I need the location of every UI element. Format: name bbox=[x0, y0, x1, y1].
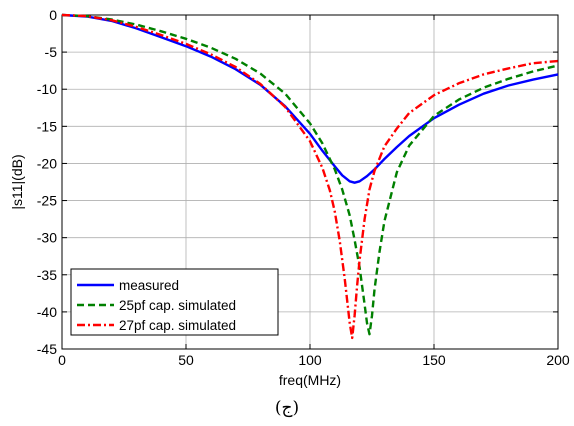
y-tick-label: -25 bbox=[37, 193, 57, 209]
y-tick-label: -5 bbox=[45, 44, 58, 60]
y-tick-label: -20 bbox=[37, 155, 57, 171]
x-tick-label: 150 bbox=[422, 352, 446, 368]
x-tick-label: 200 bbox=[546, 352, 570, 368]
y-axis-label: |s11|(dB) bbox=[9, 154, 25, 209]
legend: measured 25pf cap. simulated 27pf cap. sim… bbox=[70, 268, 279, 336]
series-line-measured bbox=[61, 13, 559, 184]
series-line-27pf-cap-simulated bbox=[61, 13, 559, 340]
legend-label: 27pf cap. simulated bbox=[119, 318, 236, 333]
y-tick-label: -35 bbox=[37, 267, 57, 283]
x-axis-label: freq(MHz) bbox=[279, 372, 341, 388]
x-tick-label: 0 bbox=[58, 352, 66, 368]
y-tick-label: -30 bbox=[37, 230, 57, 246]
x-tick-label: 100 bbox=[298, 352, 322, 368]
y-tick-label: 0 bbox=[49, 7, 57, 23]
legend-label: measured bbox=[119, 278, 179, 293]
series-lines bbox=[61, 13, 559, 340]
y-tick-label: -40 bbox=[37, 304, 57, 320]
y-tick-label: -10 bbox=[37, 81, 57, 97]
x-tick-label: 50 bbox=[178, 352, 194, 368]
figure-caption: (ج) bbox=[274, 398, 300, 418]
grid bbox=[62, 15, 558, 349]
ticks: 0 50 100 150 200 0 -5 -10 -15 -20 -25 -30 -35 -40 -45 bbox=[37, 7, 570, 368]
legend-label: 25pf cap. simulated bbox=[119, 298, 236, 313]
y-tick-label: -45 bbox=[37, 341, 57, 357]
y-tick-label: -15 bbox=[37, 118, 57, 134]
